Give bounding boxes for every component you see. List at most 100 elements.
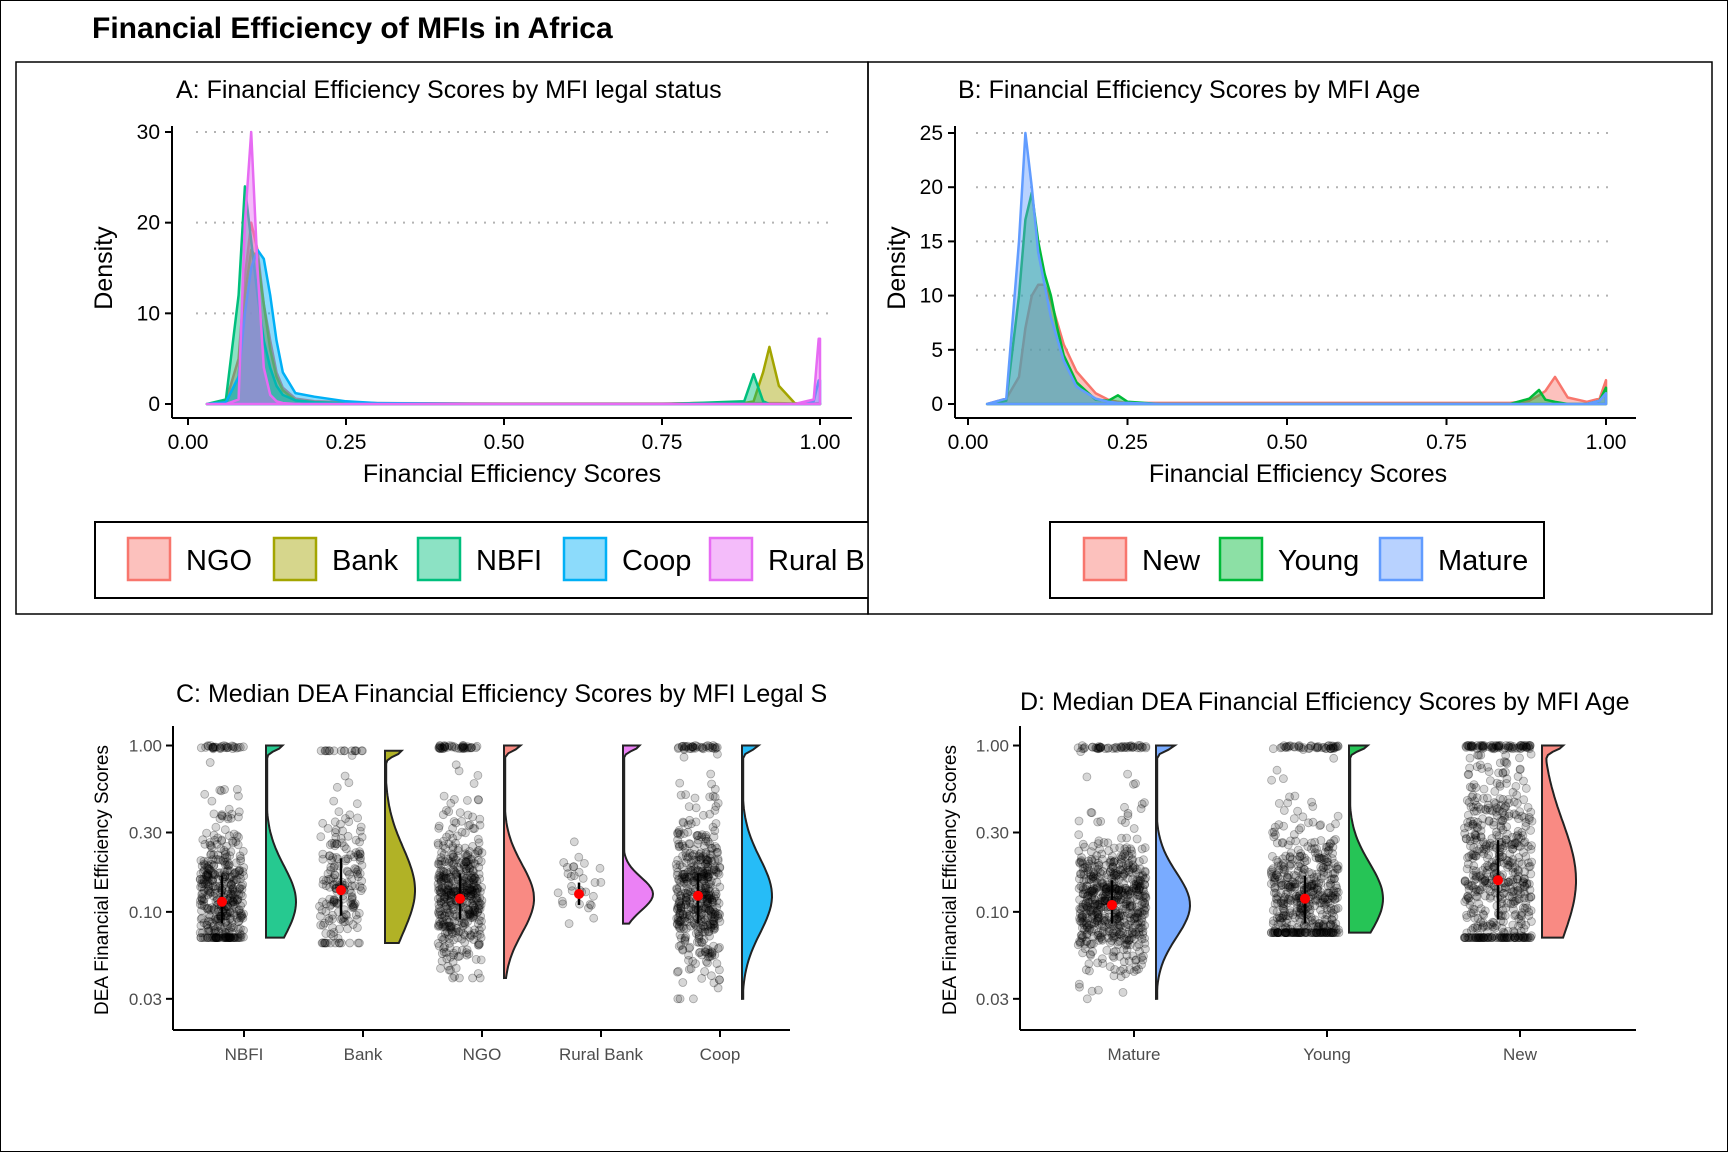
jitter-point: [710, 887, 720, 897]
jitter-point: [321, 907, 331, 916]
jitter-point: [229, 923, 238, 933]
a-y-tick-label: 10: [137, 302, 160, 325]
jitter-point: [221, 928, 231, 938]
jitter-point: [1472, 892, 1482, 902]
jitter-point: [1509, 797, 1519, 807]
jitter-point: [1482, 793, 1492, 803]
jitter-point: [1122, 833, 1131, 843]
jitter-point: [1510, 933, 1520, 942]
jitter-point: [712, 959, 722, 968]
jitter-point: [355, 826, 365, 836]
jitter-point: [202, 875, 211, 885]
jitter-point: [236, 913, 245, 923]
jitter-point: [1498, 808, 1507, 817]
jitter-point: [226, 913, 236, 923]
jitter-point: [223, 812, 233, 822]
jitter-point: [207, 859, 216, 869]
jitter-point: [322, 938, 332, 948]
jitter-point: [344, 817, 354, 827]
jitter-point: [677, 933, 686, 943]
jitter-point: [329, 879, 339, 889]
jitter-point: [238, 867, 248, 876]
jitter-point: [347, 874, 357, 884]
jitter-point: [220, 850, 230, 859]
jitter-point: [1116, 895, 1126, 904]
jitter-point: [224, 933, 234, 942]
panel-a-y-title: Density: [90, 226, 118, 310]
jitter-point: [318, 818, 328, 828]
jitter-point: [1499, 917, 1508, 927]
jitter-point: [1502, 822, 1511, 832]
jitter-point: [1105, 858, 1115, 868]
jitter-point: [1300, 928, 1310, 937]
jitter-point: [233, 791, 243, 801]
jitter-point: [330, 828, 340, 837]
jitter-point: [198, 933, 208, 942]
jitter-point: [1503, 898, 1512, 908]
jitter-point: [1289, 814, 1299, 823]
jitter-point: [206, 741, 216, 750]
jitter-point: [208, 876, 218, 886]
jitter-point: [1290, 791, 1300, 801]
jitter-point: [331, 825, 341, 835]
jitter-point: [324, 851, 334, 861]
jitter-point: [353, 866, 363, 875]
jitter-point: [355, 855, 365, 865]
jitter-point: [1097, 849, 1107, 859]
jitter-point: [449, 866, 459, 876]
jitter-point: [470, 886, 480, 895]
jitter-point: [1112, 927, 1122, 937]
jitter-point: [236, 908, 245, 918]
jitter-point: [475, 973, 485, 983]
median-point-coop: [693, 890, 703, 901]
jitter-point: [590, 878, 600, 887]
jitter-point: [224, 878, 233, 888]
jitter-point: [228, 883, 238, 893]
jitter-point: [1271, 888, 1281, 898]
jitter-point: [224, 926, 234, 936]
jitter-point: [339, 746, 349, 756]
jitter-point: [1325, 823, 1335, 832]
jitter-point: [234, 890, 244, 899]
jitter-point: [211, 913, 221, 923]
jitter-point: [343, 924, 352, 934]
jitter-point: [1516, 926, 1526, 936]
jitter-point: [208, 743, 218, 752]
legend-label-ngo: NGO: [186, 545, 252, 577]
median-point-ngo: [455, 893, 465, 904]
jitter-point: [218, 811, 227, 821]
panel-a-x-title: Financial Efficiency Scores: [363, 460, 661, 488]
jitter-point: [679, 752, 689, 762]
jitter-point: [219, 741, 229, 750]
jitter-point: [677, 873, 687, 882]
jitter-point: [198, 867, 208, 877]
jitter-point: [347, 892, 357, 901]
jitter-point: [203, 886, 213, 896]
jitter-point: [1473, 933, 1483, 942]
jitter-point: [1132, 834, 1142, 844]
median-point-young: [1300, 893, 1310, 904]
jitter-point: [442, 915, 452, 924]
jitter-point: [589, 913, 599, 923]
jitter-point: [469, 779, 479, 788]
jitter-point: [1075, 857, 1084, 867]
jitter-point: [235, 865, 245, 875]
jitter-point: [235, 742, 245, 752]
jitter-point: [196, 933, 206, 942]
jitter-point: [234, 916, 244, 926]
jitter-point: [225, 933, 235, 942]
jitter-point: [444, 741, 454, 750]
jitter-point: [207, 933, 217, 942]
jitter-point: [205, 879, 215, 888]
jitter-point: [228, 884, 238, 894]
jitter-point: [1464, 770, 1474, 779]
jitter-point: [355, 847, 364, 856]
jitter-point: [1274, 799, 1284, 808]
jitter-point: [323, 869, 333, 879]
jitter-point: [205, 758, 215, 767]
jitter-point: [347, 900, 357, 910]
jitter-point: [352, 869, 362, 879]
jitter-point: [225, 933, 235, 942]
jitter-point: [233, 895, 243, 904]
